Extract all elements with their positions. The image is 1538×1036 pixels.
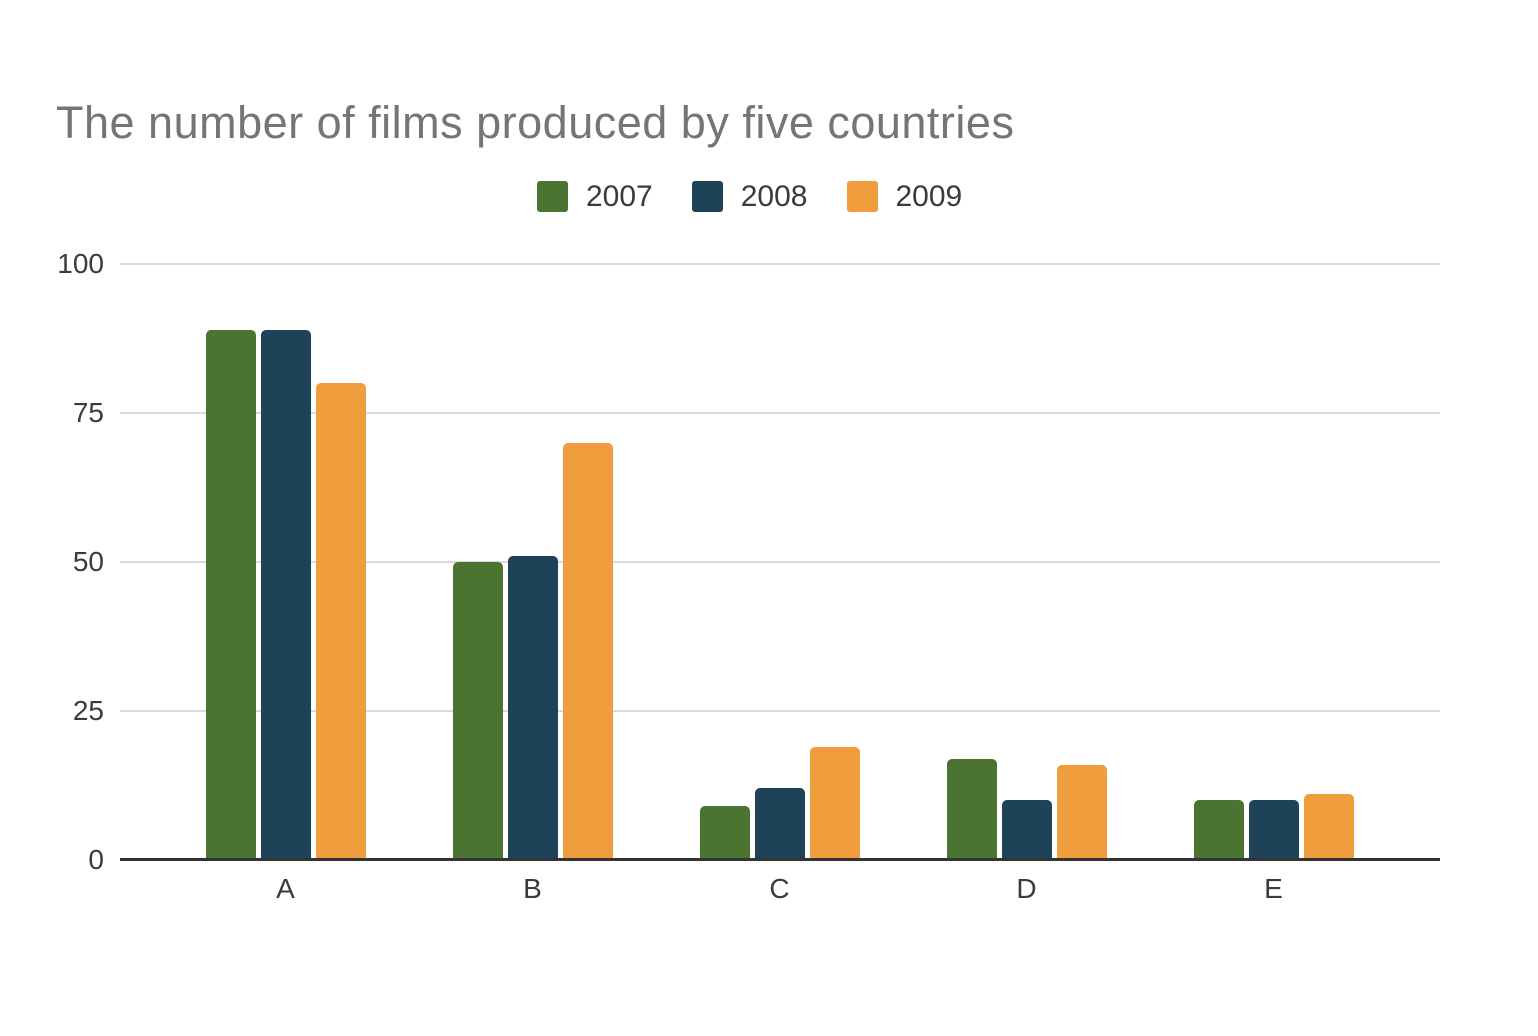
y-tick-label-100: 100 — [57, 248, 104, 279]
gridline-100 — [120, 263, 1440, 265]
x-tick-label-E: E — [1264, 873, 1283, 904]
bar-B-2007 — [452, 562, 503, 860]
bar-group-E — [1150, 264, 1397, 860]
bar-group-D — [903, 264, 1150, 860]
chart-legend: 2007 2008 2009 — [537, 181, 962, 212]
bar-E-2008 — [1248, 800, 1299, 860]
legend-item-2008: 2008 — [691, 179, 808, 213]
bar-group-A — [162, 264, 409, 860]
bar-D-2009 — [1056, 764, 1107, 860]
bar-D-2007 — [946, 758, 997, 860]
y-tick-label-50: 50 — [72, 546, 104, 577]
gridline-50 — [120, 561, 1440, 563]
y-tick-label-25: 25 — [72, 695, 104, 726]
legend-label-2009: 2009 — [895, 179, 963, 213]
plot-area — [120, 263, 1440, 861]
bar-C-2008 — [754, 788, 805, 860]
bar-D-2008 — [1001, 800, 1052, 860]
bar-A-2009 — [315, 383, 366, 860]
x-tick-label-B: B — [523, 873, 542, 904]
gridline-75 — [120, 412, 1440, 414]
bar-E-2007 — [1193, 800, 1244, 860]
bar-A-2007 — [205, 329, 256, 860]
legend-swatch-2009 — [846, 181, 878, 212]
x-tick-label-C: C — [769, 873, 790, 904]
bar-B-2008 — [507, 556, 558, 860]
legend-item-2009: 2009 — [846, 179, 963, 213]
bar-C-2007 — [699, 806, 750, 860]
y-tick-label-75: 75 — [72, 397, 104, 428]
x-axis-line — [120, 858, 1440, 861]
bar-groups — [162, 264, 1397, 860]
bar-group-C — [656, 264, 903, 860]
x-tick-label-D: D — [1016, 873, 1037, 904]
bar-group-B — [409, 264, 656, 860]
legend-swatch-2007 — [537, 181, 568, 212]
legend-label-2007: 2007 — [586, 179, 653, 213]
bar-C-2009 — [809, 746, 860, 860]
bar-B-2009 — [562, 442, 613, 860]
bar-A-2008 — [260, 329, 311, 860]
y-tick-label-0: 0 — [88, 844, 104, 875]
x-tick-label-A: A — [276, 873, 295, 904]
bar-E-2009 — [1303, 794, 1354, 860]
gridline-25 — [120, 710, 1440, 712]
chart-title: The number of films produced by five cou… — [56, 97, 1015, 148]
x-axis-labels: A B C D E — [162, 874, 1397, 904]
legend-swatch-2008 — [691, 181, 723, 212]
legend-label-2008: 2008 — [740, 179, 808, 213]
legend-item-2007: 2007 — [537, 181, 653, 212]
